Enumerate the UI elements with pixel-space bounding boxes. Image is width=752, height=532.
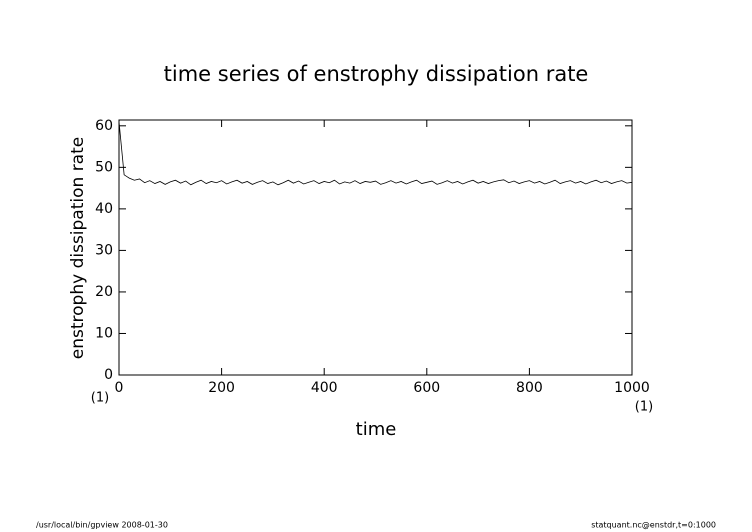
y-unit: (1) xyxy=(91,391,109,406)
x-tick-label: 600 xyxy=(413,380,440,396)
x-tick-label: 1000 xyxy=(614,380,650,396)
y-tick-label: 50 xyxy=(95,159,113,175)
footer-right: statquant.nc@enstdr,t=0:1000 xyxy=(591,521,716,530)
x-tick-label: 200 xyxy=(208,380,235,396)
x-tick-label: 400 xyxy=(311,380,338,396)
footer-left: /usr/local/bin/gpview 2008-01-30 xyxy=(36,521,168,530)
series-line xyxy=(118,121,633,186)
y-tick-label: 40 xyxy=(95,201,113,217)
chart-title: time series of enstrophy dissipation rat… xyxy=(164,62,589,86)
y-tick-label: 10 xyxy=(95,325,113,341)
y-axis-label: enstrophy dissipation rate xyxy=(68,137,88,359)
x-tick-label: 0 xyxy=(115,380,124,396)
x-unit: (1) xyxy=(635,400,653,415)
x-tick-label: 800 xyxy=(516,380,543,396)
y-tick-label: 30 xyxy=(95,242,113,258)
y-tick-label: 20 xyxy=(95,284,113,300)
x-axis-label: time xyxy=(356,419,397,440)
y-tick-label: 0 xyxy=(104,367,113,383)
plot-frame xyxy=(118,119,633,376)
y-tick-label: 60 xyxy=(95,118,113,134)
